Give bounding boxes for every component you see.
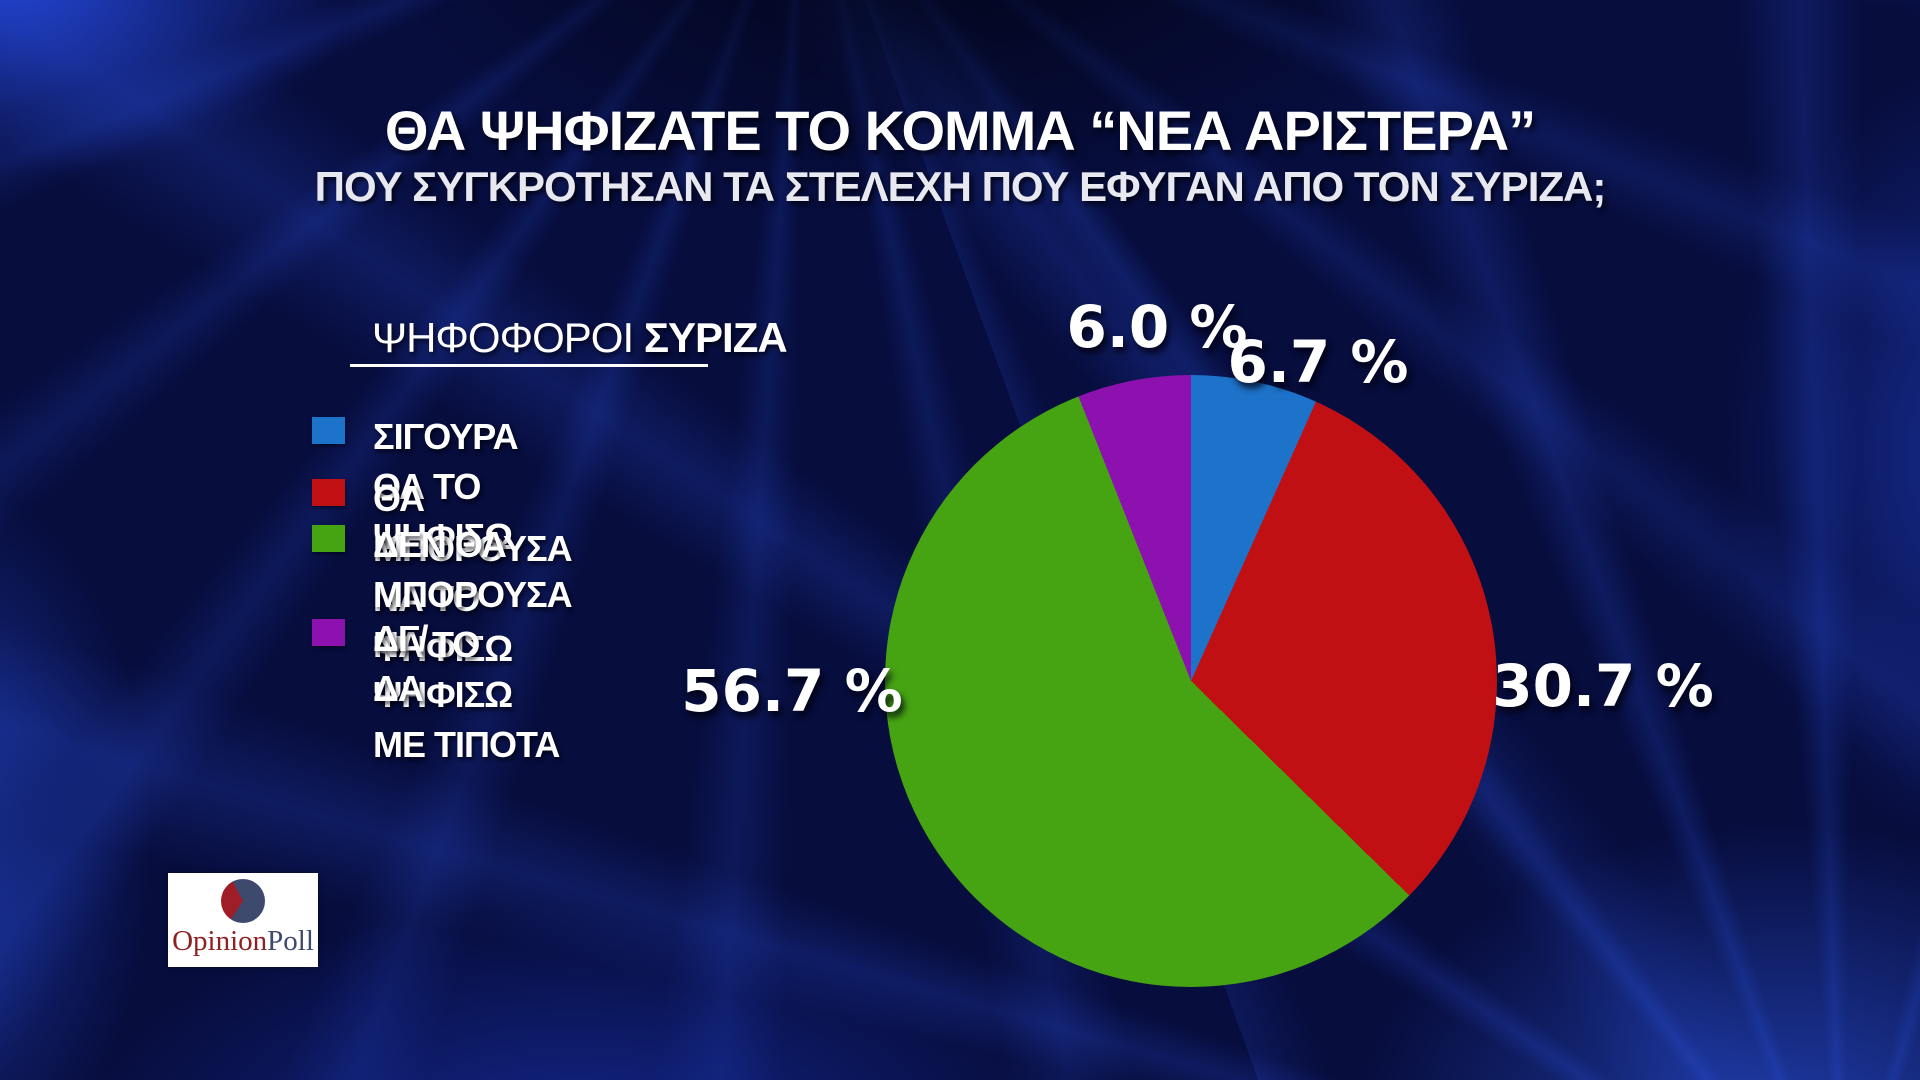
page-subtitle: ΠΟΥ ΣΥΓΚΡΟΤΗΣΑΝ ΤΑ ΣΤΕΛΕΧΗ ΠΟΥ ΕΦΥΓΑΝ ΑΠ… bbox=[314, 163, 1607, 210]
legend-header-party: ΣΥΡΙΖΑ bbox=[643, 314, 788, 361]
pie-label-blue: 6.7 % bbox=[1227, 328, 1409, 396]
legend-swatch bbox=[312, 479, 345, 506]
pie-label-purple: 6.0 % bbox=[1066, 293, 1248, 361]
pie-label-red: 30.7 % bbox=[1492, 652, 1714, 720]
pie-label-green: 56.7 % bbox=[681, 657, 903, 725]
legend-item-label: ΔΓ/ΔΑ bbox=[373, 618, 429, 709]
legend-item: ΔΓ/ΔΑ bbox=[312, 614, 429, 714]
legend-header: ΨΗΦΟΦΟΡΟΙ ΣΥΡΙΖΑ bbox=[372, 314, 788, 362]
pie-chart bbox=[885, 375, 1497, 987]
legend-item-label: ΣΙΓΟΥΡΑ ΘΑ ΤΟ ΨΗΦΙΣΩ bbox=[373, 416, 519, 557]
opinionpoll-logo-text: OpinionPoll bbox=[168, 925, 318, 958]
legend-item-label: ΘΑ ΜΠΟΡΟΥΣΑ ΝΑ ΤΟ ΨΗΦΙΣΩ bbox=[373, 478, 573, 669]
page-title: ΘΑ ΨΗΦΙΖΑΤΕ ΤΟ ΚΟΜΜΑ “ΝΕΑ ΑΡΙΣΤΕΡΑ” bbox=[384, 99, 1536, 162]
legend-item-label: ΔΕΝ ΘΑ ΜΠΟΡΟΥΣΑ ΝΑ ΤΟ ΨΗΦΙΣΩ ΜΕ ΤΙΠΟΤΑ bbox=[373, 524, 573, 765]
legend-swatch bbox=[312, 525, 345, 552]
opinionpoll-logo: OpinionPoll bbox=[168, 873, 318, 967]
legend-item: ΣΙΓΟΥΡΑ ΘΑ ΤΟ ΨΗΦΙΣΩ bbox=[312, 412, 519, 562]
legend-item: ΔΕΝ ΘΑ ΜΠΟΡΟΥΣΑ ΝΑ ΤΟ ΨΗΦΙΣΩ ΜΕ ΤΙΠΟΤΑ bbox=[312, 520, 573, 770]
logo-word-opinion: Opinion bbox=[172, 925, 268, 957]
legend-swatch bbox=[312, 417, 345, 444]
legend-swatch bbox=[312, 619, 345, 646]
legend-header-voters: ΨΗΦΟΦΟΡΟΙ bbox=[372, 314, 644, 361]
legend-underline-divider bbox=[350, 364, 708, 367]
logo-word-poll: Poll bbox=[267, 925, 314, 957]
opinionpoll-pie-icon bbox=[221, 879, 265, 923]
legend-item: ΘΑ ΜΠΟΡΟΥΣΑ ΝΑ ΤΟ ΨΗΦΙΣΩ bbox=[312, 474, 573, 674]
